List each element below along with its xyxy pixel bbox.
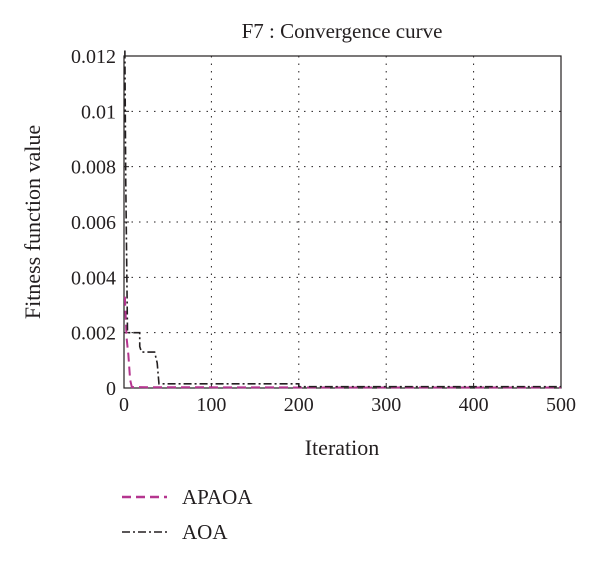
y-tick-label: 0.002 <box>71 323 116 345</box>
y-axis-label: Fitness function value <box>20 125 45 319</box>
x-tick-label: 300 <box>371 394 401 416</box>
y-tick-label: 0.01 <box>81 101 116 123</box>
chart-title: F7 : Convergence curve <box>242 19 443 43</box>
series-line-apaoa <box>123 296 561 389</box>
x-tick-label: 0 <box>119 394 129 416</box>
x-axis-label: Iteration <box>305 435 380 460</box>
y-tick-label: 0.006 <box>71 212 116 234</box>
x-tick-label: 400 <box>459 394 489 416</box>
y-tick-label: 0 <box>106 378 116 400</box>
x-tick-label: 200 <box>284 394 314 416</box>
grid-lines <box>124 56 561 388</box>
y-tick-label: 0.004 <box>71 267 116 289</box>
series-line-aoa <box>124 50 561 388</box>
axis-ticks: 0 100 200 300 400 500 0 0.002 0.004 0.006 0.008 0.0… <box>71 46 576 416</box>
x-tick-label: 100 <box>196 394 226 416</box>
legend-label-aoa: AOA <box>182 520 228 544</box>
legend: APAOA AOA <box>122 485 253 544</box>
y-tick-label: 0.008 <box>71 157 116 179</box>
series-layer <box>123 50 561 389</box>
y-tick-label: 0.012 <box>71 46 116 68</box>
x-tick-label: 500 <box>546 394 576 416</box>
legend-label-apaoa: APAOA <box>182 485 253 509</box>
